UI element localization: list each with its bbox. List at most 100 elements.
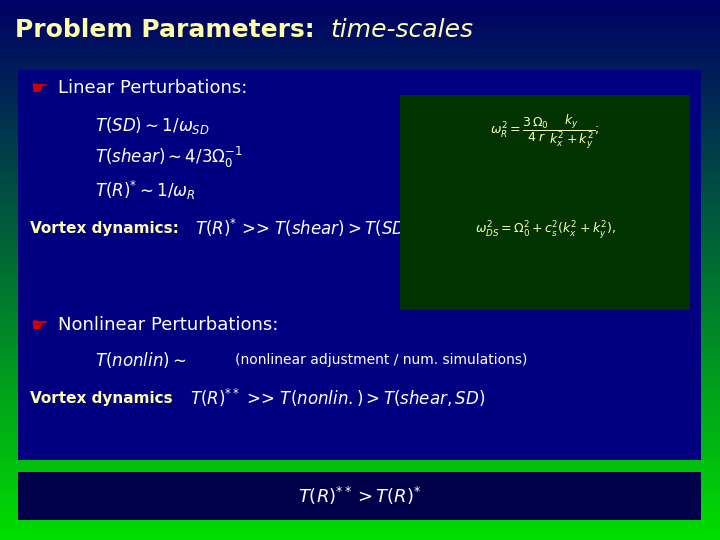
Text: Vortex dynamics:: Vortex dynamics: (30, 220, 179, 235)
Bar (0, 462, 720, 468)
Bar (0, 165, 720, 171)
Bar (0, 341, 720, 347)
Bar (0, 359, 720, 364)
Bar (0, 417, 720, 423)
FancyBboxPatch shape (18, 70, 701, 355)
Bar (0, 174, 720, 180)
Bar (0, 373, 720, 378)
Bar (0, 363, 720, 369)
Bar (0, 449, 720, 455)
Bar (0, 184, 720, 189)
Bar (0, 521, 720, 526)
Bar (0, 265, 720, 270)
Bar (0, 535, 720, 540)
FancyBboxPatch shape (18, 305, 701, 460)
Bar (0, 215, 720, 220)
Bar (0, 62, 720, 68)
Bar (0, 147, 720, 153)
Bar (0, 233, 720, 239)
Bar (0, 12, 720, 18)
Bar (0, 381, 720, 387)
Bar (0, 211, 720, 216)
Text: $T(SD) \sim 1/\omega_{SD}$: $T(SD) \sim 1/\omega_{SD}$ (95, 114, 210, 136)
Bar (0, 251, 720, 256)
Bar (0, 49, 720, 54)
Bar (0, 296, 720, 301)
Bar (0, 431, 720, 436)
Bar (0, 476, 720, 482)
Bar (0, 255, 720, 261)
Bar (0, 525, 720, 531)
Bar (0, 327, 720, 333)
Bar (0, 246, 720, 252)
Bar (0, 161, 720, 166)
Bar (0, 238, 720, 243)
Bar (0, 377, 720, 382)
Bar (0, 319, 720, 324)
Bar (0, 201, 720, 207)
Bar (0, 498, 720, 504)
Bar (0, 485, 720, 490)
Bar (0, 305, 720, 310)
Bar (0, 192, 720, 198)
Bar (0, 503, 720, 509)
Bar (0, 228, 720, 234)
Bar (0, 143, 720, 148)
Bar (0, 130, 720, 135)
Bar (0, 111, 720, 117)
Bar (0, 98, 720, 104)
Text: $\omega_R^2 = \dfrac{3\,\Omega_0}{4\;r}\dfrac{k_y}{k_x^2+k_y^2};$: $\omega_R^2 = \dfrac{3\,\Omega_0}{4\;r}\… (490, 113, 600, 151)
Bar (0, 323, 720, 328)
Bar (0, 413, 720, 418)
Bar (0, 386, 720, 391)
Bar (0, 422, 720, 428)
Text: $T(R)^{*}$ >> $T(shear) > T(SD)$: $T(R)^{*}$ >> $T(shear) > T(SD)$ (195, 217, 412, 239)
Bar (0, 44, 720, 50)
Bar (0, 530, 720, 536)
Text: Linear Perturbations:: Linear Perturbations: (58, 79, 248, 97)
Bar (0, 354, 720, 360)
Bar (0, 224, 720, 230)
Bar (0, 489, 720, 495)
Text: $T(nonlin) \sim$: $T(nonlin) \sim$ (95, 350, 186, 370)
Bar (0, 444, 720, 450)
Bar (0, 80, 720, 85)
Bar (0, 269, 720, 274)
Bar (0, 219, 720, 225)
Bar (0, 395, 720, 401)
Bar (0, 3, 720, 9)
Bar (0, 516, 720, 522)
Bar (0, 138, 720, 144)
Bar (0, 458, 720, 463)
Bar (0, 71, 720, 77)
Bar (0, 242, 720, 247)
Bar (0, 508, 720, 513)
Bar (0, 107, 720, 112)
Bar (0, 435, 720, 441)
Bar (0, 53, 720, 58)
Bar (0, 26, 720, 31)
Bar (0, 89, 720, 94)
Bar (0, 0, 720, 4)
Text: $T(shear) \sim 4/3\Omega_0^{-1}$: $T(shear) \sim 4/3\Omega_0^{-1}$ (95, 144, 243, 170)
Bar (0, 287, 720, 293)
Bar (0, 22, 720, 27)
Bar (0, 157, 720, 162)
FancyBboxPatch shape (18, 472, 701, 520)
Bar (0, 116, 720, 122)
Text: time-scales: time-scales (330, 18, 473, 42)
Text: $T(R)^{**}$ >> $T(nonlin.) > T(shear,SD)$: $T(R)^{**}$ >> $T(nonlin.) > T(shear,SD)… (190, 387, 485, 409)
Bar (0, 390, 720, 396)
Bar (0, 440, 720, 445)
Bar (0, 188, 720, 193)
Bar (0, 125, 720, 131)
Bar (0, 471, 720, 477)
Bar (0, 66, 720, 72)
Bar (0, 206, 720, 212)
Bar (0, 350, 720, 355)
Bar (0, 134, 720, 139)
Bar (0, 103, 720, 108)
Text: Nonlinear Perturbations:: Nonlinear Perturbations: (58, 316, 279, 334)
Bar (0, 481, 720, 486)
Bar (0, 467, 720, 472)
